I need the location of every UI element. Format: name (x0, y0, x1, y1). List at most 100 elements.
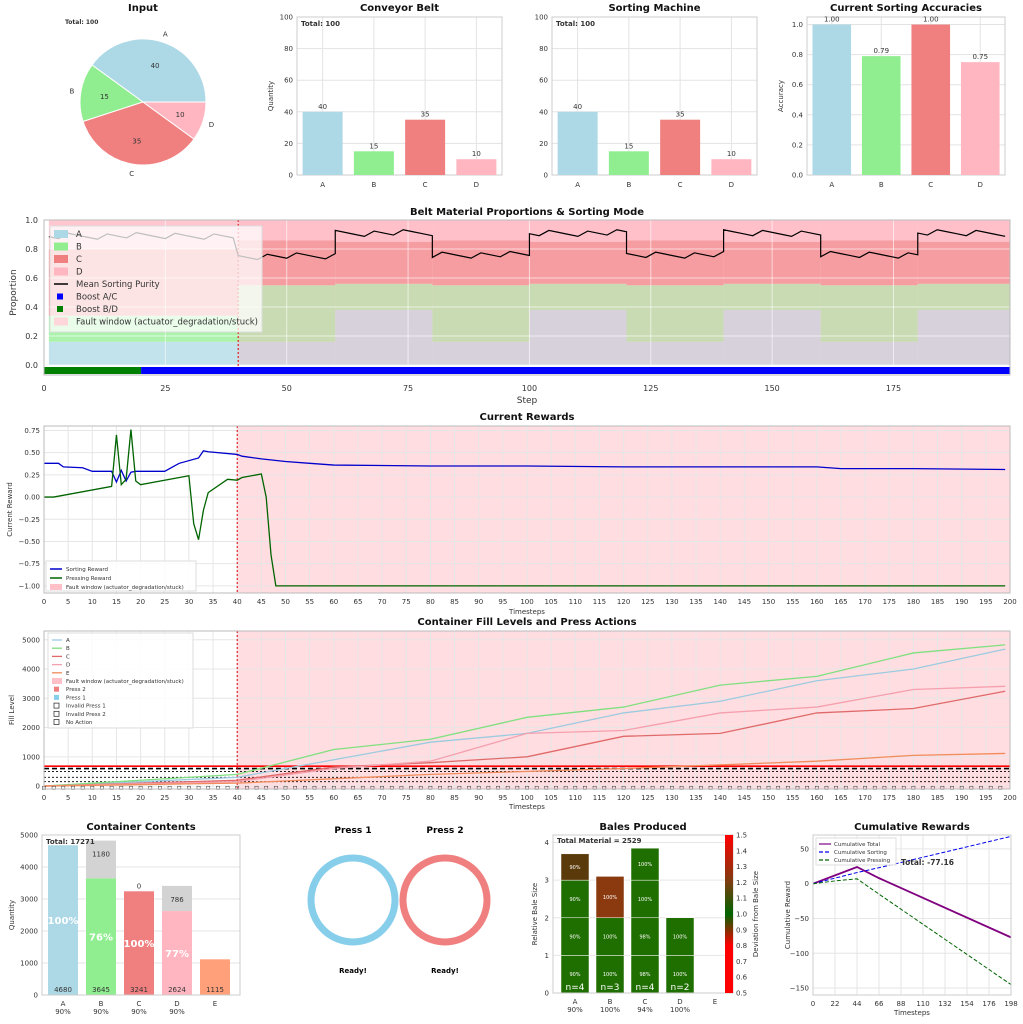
y-tick-label: 50 (800, 845, 809, 853)
y-tick-label: 5000 (20, 832, 38, 840)
x-tick-label: 200 (1003, 598, 1016, 606)
x-tick-label: 160 (810, 598, 823, 606)
belt-area-A (335, 309, 433, 365)
x-tick-label: 130 (665, 794, 678, 802)
x-axis-label: Timesteps (508, 608, 545, 616)
x-tick-label: B (99, 1000, 104, 1008)
x-tick-label: 180 (907, 598, 920, 606)
bar-D (456, 159, 497, 175)
x-tick-label: 0 (42, 794, 46, 802)
bale-segment-label: 100% (603, 895, 618, 901)
x-tick-label: 10 (88, 794, 97, 802)
x-tick-label: 80 (426, 794, 435, 802)
plot-frame (43, 219, 1011, 376)
legend-label: A (76, 230, 82, 240)
x-tick-label: 110 (569, 794, 582, 802)
series-cumulative-total (812, 866, 1012, 939)
y-tick-label: −0.75 (19, 560, 40, 568)
legend-swatch (52, 678, 62, 684)
bar-label-D: 0.75 (972, 53, 988, 61)
x-tick-label: 145 (738, 598, 751, 606)
bale-segment-label: 100% (638, 862, 653, 868)
pie-label-B: B (69, 88, 74, 96)
colorbar-tick: 1.0 (736, 911, 747, 919)
y-tick-label: 4 (545, 839, 550, 847)
bale-segment-label: 100% (673, 935, 688, 941)
cumulative-panel: Cumulative Rewards 0 22 44 66 88 110 132 154 176 1… (780, 818, 1023, 1024)
x-tick-label: 90 (474, 598, 483, 606)
legend-label: Press 1 (66, 695, 86, 701)
rewards-legend: Sorting Reward Pressing Reward Fault windo… (45, 560, 197, 592)
x-tick-label: 45 (257, 794, 266, 802)
x-tick-label: 150 (762, 598, 775, 606)
y-axis-label: Quantity (267, 81, 275, 111)
bale-count-B: n=3 (601, 983, 620, 993)
y-axis-label: Fill Level (8, 695, 16, 725)
x-tick-label: 195 (979, 794, 992, 802)
bale-segment-label: 98% (639, 935, 650, 941)
fill-chart: Container Fill Levels and Press Actions 0… (8, 617, 1017, 811)
y-tick-label: 60 (539, 77, 548, 85)
bar-pct-A: 100% (48, 916, 79, 927)
legend-box (815, 837, 897, 866)
total-label: Total: 17271 (46, 838, 95, 846)
legend-label: Cumulative Total (834, 842, 880, 848)
cumulative-chart: Cumulative Rewards 0 22 44 66 88 110 132 154 176 1… (784, 822, 1018, 1017)
pie-slice-A (91, 38, 207, 103)
bale-segment-label: 90% (569, 972, 580, 978)
bale-segment-A (560, 879, 590, 919)
pie-label-D: D (209, 121, 214, 129)
x-tick-label: 20 (136, 794, 145, 802)
conveyor-panel: Conveyor Belt 0 20 40 60 80 100 40 A 15 B 35 C 10 D Tot… (265, 0, 510, 195)
x-tick-label: 66 (875, 1000, 884, 1008)
chart-title: Container Fill Levels and Press Actions (417, 617, 636, 628)
series-B (43, 644, 1006, 787)
legend-label: Pressing Reward (66, 576, 111, 582)
press-2-status: Ready! (431, 967, 459, 975)
legend-label: B (66, 646, 70, 652)
x-tick-label: 40 (233, 794, 242, 802)
bale-segment-C (630, 847, 660, 881)
y-tick-label: −150 (790, 985, 809, 993)
legend-swatch (50, 584, 62, 590)
y-tick-label: −1.00 (19, 582, 40, 590)
press-diagram: Press 1 Ready! Press 2 Ready! (307, 826, 491, 975)
x-tick-label: 155 (786, 794, 799, 802)
bar-impure-label-B: 1180 (92, 851, 110, 859)
colorbar-tick: 0.7 (736, 958, 747, 966)
legend-box (47, 632, 194, 729)
y-tick-label: 1.0 (792, 21, 803, 29)
x-tick-label: D (729, 181, 734, 189)
bar-B (353, 151, 394, 175)
x-tick-sub: 90% (131, 1008, 147, 1016)
legend-label: Cumulative Pressing (834, 858, 890, 864)
x-tick-label: 15 (112, 794, 121, 802)
legend-label: E (66, 671, 70, 677)
y-tick-label: 0 (545, 990, 549, 998)
bar-pure-A (48, 845, 78, 995)
x-tick-label: 0 (811, 1000, 815, 1008)
bale-segment-D (665, 955, 695, 994)
x-tick-label: 190 (955, 598, 968, 606)
bale-segment-label: 90% (569, 865, 580, 871)
accuracy-chart: Current Sorting Accuracies 0.0 0.2 0.4 0.6 0.… (777, 3, 1006, 189)
total-label: Total: 100 (556, 20, 595, 28)
bar-C (911, 24, 951, 176)
x-tick-label: D (978, 181, 983, 189)
x-tick-label: 154 (960, 1000, 974, 1008)
legend-label: D (66, 663, 70, 669)
legend-label: No Action (66, 720, 93, 726)
x-tick-label: D (677, 998, 682, 1006)
bar-A (812, 24, 852, 176)
y-tick-label: 1000 (22, 753, 40, 761)
x-tick-label: 60 (329, 598, 338, 606)
chart-title: Current Sorting Accuracies (830, 3, 982, 14)
x-tick-label: C (137, 1000, 142, 1008)
bar-label-D: 10 (472, 150, 481, 158)
x-tick-label: 150 (762, 794, 775, 802)
y-tick-label: 0 (36, 783, 40, 791)
bale-count-D: n=2 (671, 983, 690, 993)
x-tick-label: C (928, 181, 933, 189)
x-tick-label: 0 (41, 384, 46, 393)
bar-label-C: 35 (421, 111, 430, 119)
